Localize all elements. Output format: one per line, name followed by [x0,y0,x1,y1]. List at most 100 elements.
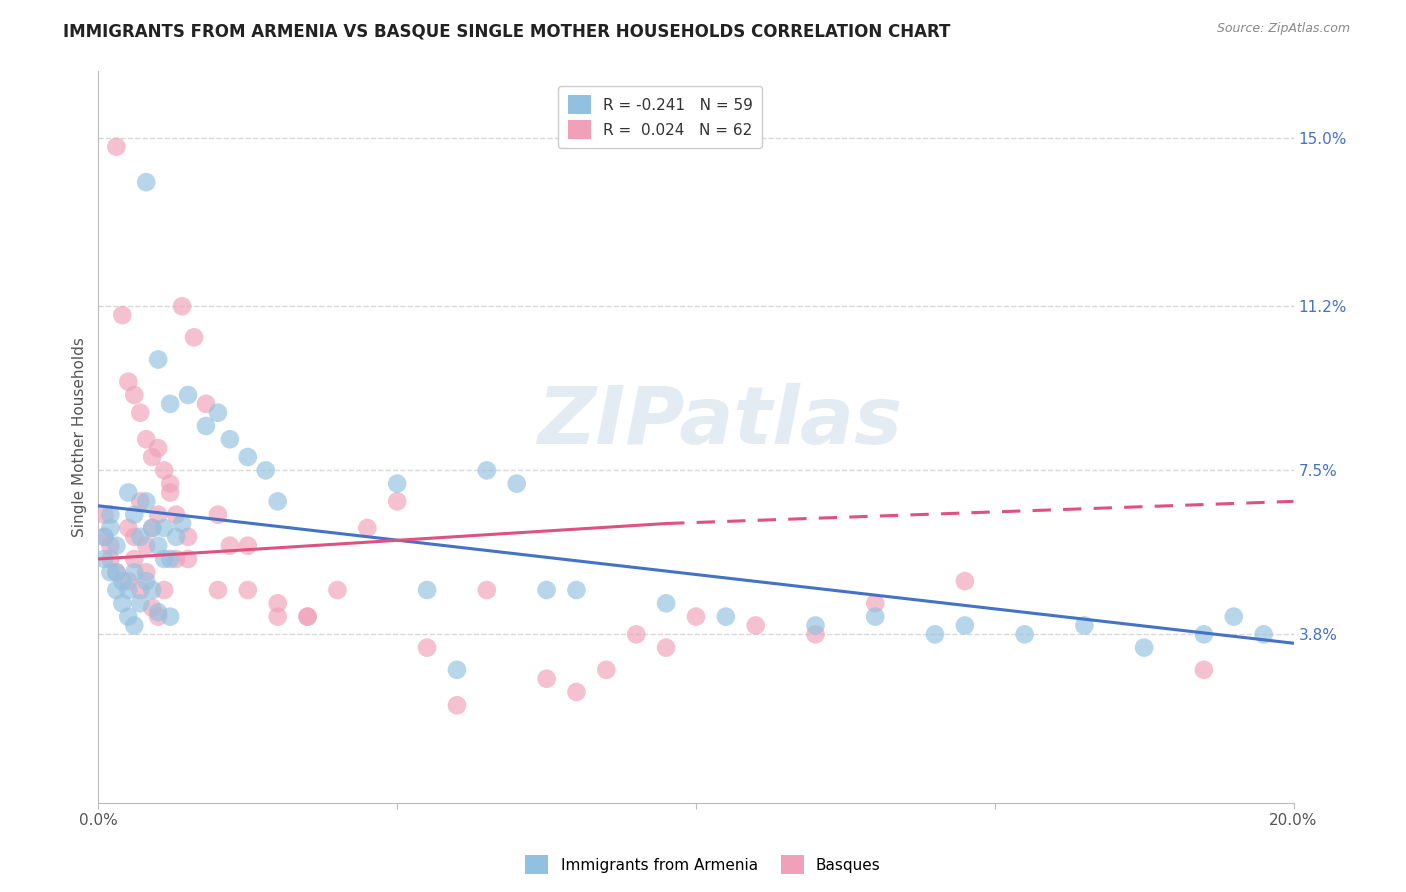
Point [865,609,887,624]
Point [100,566,122,580]
Point [165,508,187,522]
Point [117,485,139,500]
Point [129,406,152,420]
Point [1223,609,1246,624]
Point [93,530,115,544]
Point [297,609,319,624]
Point [148,441,170,455]
Point [565,582,588,597]
Point [172,299,194,313]
Point [267,609,290,624]
Point [141,521,163,535]
Point [1073,618,1095,632]
Point [93,508,115,522]
Point [385,476,409,491]
Point [135,574,157,589]
Point [183,330,205,344]
Point [385,494,409,508]
Point [148,508,170,522]
Point [714,609,737,624]
Text: ZIPatlas: ZIPatlas [537,384,903,461]
Point [111,308,134,322]
Point [685,609,707,624]
Point [655,640,678,655]
Point [124,508,146,522]
Point [124,530,146,544]
Point [1253,627,1275,641]
Point [105,139,128,153]
Point [1192,663,1215,677]
Point [236,582,259,597]
Point [159,476,181,491]
Point [595,663,617,677]
Point [111,596,134,610]
Point [506,476,529,491]
Point [100,539,122,553]
Point [135,539,157,553]
Point [100,508,122,522]
Text: Source: ZipAtlas.com: Source: ZipAtlas.com [1216,22,1350,36]
Point [141,600,163,615]
Point [177,530,200,544]
Point [124,552,146,566]
Point [129,596,152,610]
Point [172,516,194,531]
Point [117,521,139,535]
Point [100,552,122,566]
Point [153,582,176,597]
Point [207,508,229,522]
Point [148,352,170,367]
Point [129,530,152,544]
Point [267,494,290,508]
Legend: R = -0.241   N = 59, R =  0.024   N = 62: R = -0.241 N = 59, R = 0.024 N = 62 [558,87,762,148]
Point [924,627,946,641]
Point [953,618,976,632]
Point [93,530,115,544]
Point [105,582,128,597]
Point [105,566,128,580]
Point [129,494,152,508]
Point [117,375,139,389]
Point [865,596,887,610]
Point [100,521,122,535]
Point [177,552,200,566]
Point [159,397,181,411]
Point [111,574,134,589]
Point [219,539,242,553]
Point [1192,627,1215,641]
Point [124,388,146,402]
Point [159,552,181,566]
Point [153,521,176,535]
Y-axis label: Single Mother Households: Single Mother Households [72,337,87,537]
Point [135,432,157,446]
Point [804,627,827,641]
Point [105,539,128,553]
Point [475,582,498,597]
Point [655,596,678,610]
Point [626,627,648,641]
Legend: Immigrants from Armenia, Basques: Immigrants from Armenia, Basques [519,849,887,880]
Point [745,618,768,632]
Point [195,419,218,434]
Point [148,605,170,619]
Point [165,552,187,566]
Point [135,566,157,580]
Point [536,582,558,597]
Point [804,618,827,632]
Point [165,530,187,544]
Point [153,463,176,477]
Point [446,663,468,677]
Text: IMMIGRANTS FROM ARMENIA VS BASQUE SINGLE MOTHER HOUSEHOLDS CORRELATION CHART: IMMIGRANTS FROM ARMENIA VS BASQUE SINGLE… [63,22,950,40]
Point [117,582,139,597]
Point [141,582,163,597]
Point [446,698,468,713]
Point [159,609,181,624]
Point [1014,627,1036,641]
Point [148,609,170,624]
Point [416,582,439,597]
Point [135,494,157,508]
Point [236,450,259,464]
Point [953,574,976,589]
Point [129,582,152,597]
Point [267,596,290,610]
